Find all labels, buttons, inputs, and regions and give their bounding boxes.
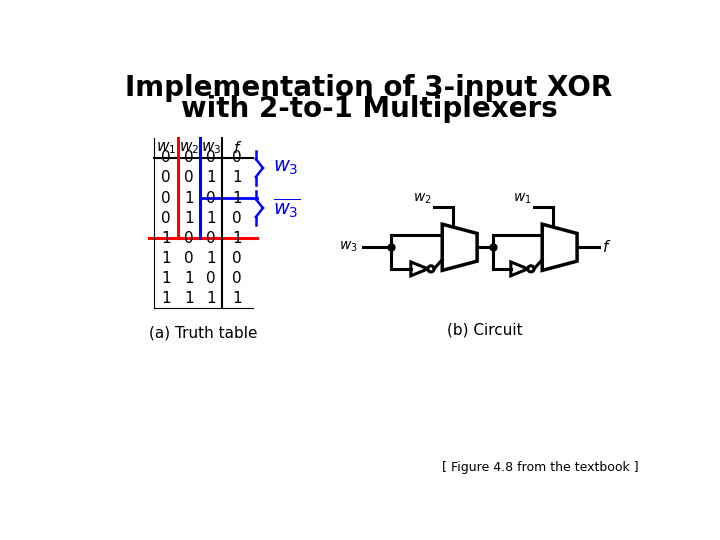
Text: 0: 0	[184, 231, 194, 246]
Text: 0: 0	[184, 251, 194, 266]
Text: 0: 0	[206, 271, 216, 286]
Circle shape	[528, 266, 534, 272]
Text: 1: 1	[184, 211, 194, 226]
Text: (b) Circuit: (b) Circuit	[447, 323, 523, 338]
Text: 0: 0	[161, 171, 171, 186]
Circle shape	[428, 266, 434, 272]
Text: 1: 1	[184, 291, 194, 306]
Text: $w_2$: $w_2$	[179, 140, 199, 156]
Text: $w_1$: $w_1$	[156, 140, 176, 156]
Text: 0: 0	[161, 211, 171, 226]
Text: Implementation of 3-input XOR: Implementation of 3-input XOR	[125, 74, 613, 102]
Text: [ Figure 4.8 from the textbook ]: [ Figure 4.8 from the textbook ]	[442, 462, 639, 475]
Text: 1: 1	[161, 231, 171, 246]
Text: $w_3$: $w_3$	[273, 158, 298, 178]
Text: 0: 0	[184, 171, 194, 186]
Text: 1: 1	[206, 291, 216, 306]
Text: 0: 0	[206, 191, 216, 206]
Text: $\overline{w_3}$: $\overline{w_3}$	[273, 196, 300, 220]
Text: 1: 1	[206, 251, 216, 266]
Text: 1: 1	[184, 271, 194, 286]
Text: 1: 1	[206, 211, 216, 226]
Text: 1: 1	[184, 191, 194, 206]
Text: 1: 1	[233, 231, 242, 246]
Text: 1: 1	[233, 171, 242, 186]
Text: with 2-to-1 Multiplexers: with 2-to-1 Multiplexers	[181, 96, 557, 124]
Text: 0: 0	[233, 151, 242, 165]
Text: 1: 1	[206, 171, 216, 186]
Text: $w_3$: $w_3$	[339, 240, 358, 254]
Text: (a) Truth table: (a) Truth table	[149, 326, 258, 341]
Text: $w_3$: $w_3$	[201, 140, 221, 156]
Text: 1: 1	[161, 251, 171, 266]
Text: 1: 1	[161, 291, 171, 306]
Text: 0: 0	[206, 231, 216, 246]
Text: $w_2$: $w_2$	[413, 191, 432, 206]
Text: 0: 0	[233, 251, 242, 266]
Text: $f$: $f$	[233, 140, 242, 156]
Text: $f$: $f$	[602, 239, 611, 255]
Text: 0: 0	[206, 151, 216, 165]
Text: $w_1$: $w_1$	[513, 191, 532, 206]
Text: 0: 0	[184, 151, 194, 165]
Text: 1: 1	[233, 291, 242, 306]
Text: 0: 0	[233, 271, 242, 286]
Text: 0: 0	[233, 211, 242, 226]
Text: 1: 1	[233, 191, 242, 206]
Text: 0: 0	[161, 151, 171, 165]
Text: 1: 1	[161, 271, 171, 286]
Text: 0: 0	[161, 191, 171, 206]
